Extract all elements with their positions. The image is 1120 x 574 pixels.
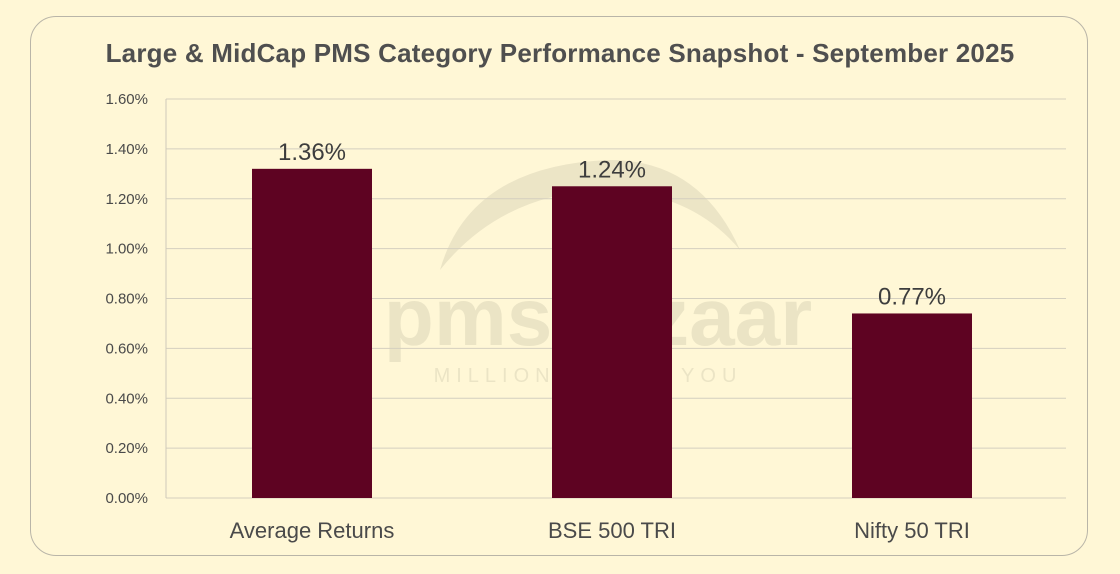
x-tick-label: Average Returns bbox=[230, 518, 395, 543]
data-label: 1.24% bbox=[578, 156, 646, 183]
bar bbox=[252, 168, 372, 498]
y-tick-label: 0.80% bbox=[105, 291, 148, 308]
y-tick-label: 1.20% bbox=[105, 191, 148, 208]
x-tick-label: BSE 500 TRI bbox=[548, 518, 676, 543]
y-tick-label: 1.00% bbox=[105, 241, 148, 258]
y-tick-label: 0.40% bbox=[105, 390, 148, 407]
chart-title: Large & MidCap PMS Category Performance … bbox=[105, 38, 1015, 68]
y-tick-label: 0.20% bbox=[105, 440, 148, 457]
y-tick-label: 1.60% bbox=[105, 91, 148, 108]
y-tick-label: 1.40% bbox=[105, 141, 148, 158]
y-tick-label: 0.60% bbox=[105, 340, 148, 357]
data-label: 0.77% bbox=[878, 283, 946, 310]
bar bbox=[552, 186, 672, 498]
x-axis: Average Returns BSE 500 TRI Nifty 50 TRI bbox=[230, 518, 970, 543]
bars bbox=[252, 168, 972, 498]
bar bbox=[852, 313, 972, 498]
y-axis: 0.00% 0.20% 0.40% 0.60% 0.80% 1.00% 1.20% 1.40%… bbox=[105, 91, 167, 507]
y-tick-label: 0.00% bbox=[105, 490, 148, 507]
x-tick-label: Nifty 50 TRI bbox=[854, 518, 970, 543]
data-label: 1.36% bbox=[278, 139, 346, 166]
data-labels: 1.36% 1.24% 0.77% bbox=[278, 139, 946, 311]
